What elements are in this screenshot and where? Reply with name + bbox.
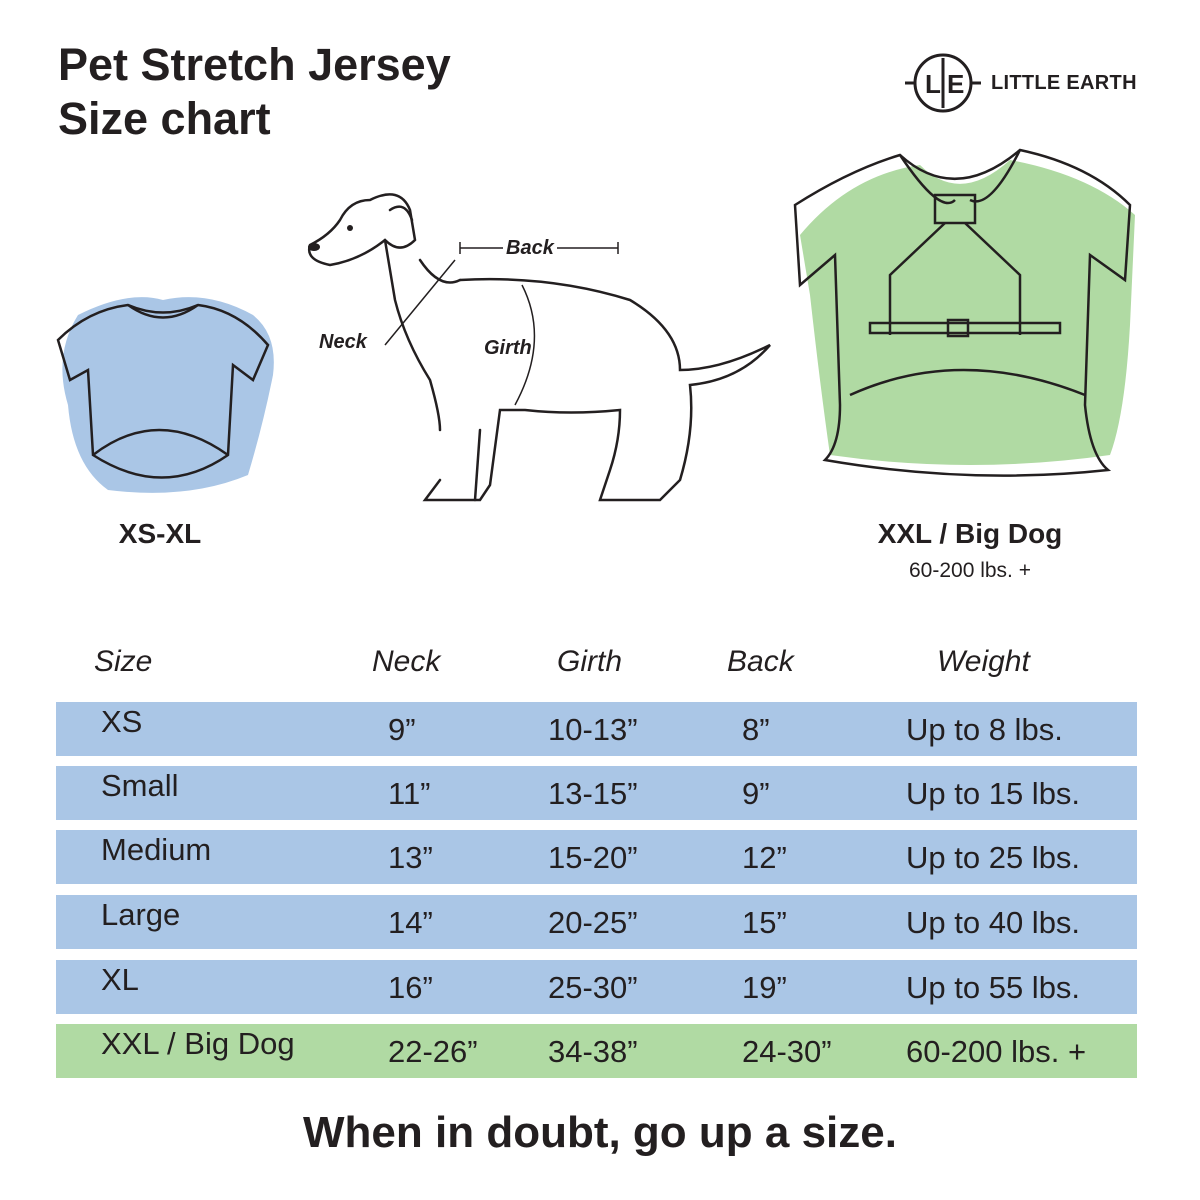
table-row: Large 14” 20-25” 15” Up to 40 lbs. [56, 895, 1137, 949]
cell-girth: 13-15” [548, 776, 638, 811]
brand-monogram-icon: L E [905, 53, 981, 113]
cell-weight: 60-200 lbs. + [906, 1034, 1087, 1069]
cell-size: XS [101, 704, 143, 739]
cell-back: 12” [742, 840, 787, 875]
cell-size: Small [101, 768, 179, 803]
brand-name: LITTLE EARTH [991, 72, 1137, 94]
header-size: Size [94, 645, 153, 678]
sizing-tip: When in doubt, go up a size. [303, 1108, 897, 1157]
cell-weight: Up to 8 lbs. [906, 712, 1063, 747]
cell-back: 8” [742, 712, 770, 747]
cell-size: XL [101, 962, 139, 997]
cell-weight: Up to 55 lbs. [906, 970, 1081, 1005]
harness-shirt-icon [793, 148, 1135, 477]
cell-weight: Up to 15 lbs. [906, 776, 1081, 811]
cell-girth: 34-38” [548, 1034, 638, 1069]
title-line-1: Pet Stretch Jersey [58, 39, 451, 90]
table-row: Medium 13” 15-20” 12” Up to 25 lbs. [56, 830, 1137, 884]
cell-weight: Up to 25 lbs. [906, 840, 1081, 875]
girth-measure-label: Girth [484, 337, 532, 359]
cell-neck: 11” [388, 776, 431, 811]
header-back: Back [727, 645, 794, 678]
table-row: XL 16” 25-30” 19” Up to 55 lbs. [56, 960, 1137, 1014]
cell-neck: 14” [388, 905, 433, 940]
cell-neck: 22-26” [388, 1034, 478, 1069]
cell-back: 15” [742, 905, 787, 940]
cell-neck: 16” [388, 970, 433, 1005]
cell-size: Medium [101, 832, 212, 867]
cell-neck: 9” [388, 712, 416, 747]
back-measure-label: Back [503, 237, 557, 260]
cell-neck: 13” [388, 840, 433, 875]
big-shirt-label: XXL / Big Dog [877, 518, 1063, 549]
cell-size: XXL / Big Dog [101, 1026, 295, 1061]
small-shirt-icon [56, 297, 274, 493]
dog-measurement-icon [307, 193, 771, 502]
cell-back: 9” [742, 776, 770, 811]
cell-girth: 20-25” [548, 905, 638, 940]
header-neck: Neck [372, 645, 441, 678]
header-girth: Girth [557, 645, 623, 678]
page-title: Pet Stretch Jersey Size chart [58, 38, 451, 146]
brand-logo: L E LITTLE EARTH [905, 52, 1145, 114]
neck-measure-label: Neck [319, 331, 367, 353]
cell-back: 24-30” [742, 1034, 832, 1069]
cell-girth: 25-30” [548, 970, 638, 1005]
cell-girth: 10-13” [548, 712, 638, 747]
cell-back: 19” [742, 970, 787, 1005]
table-row: Small 11” 13-15” 9” Up to 15 lbs. [56, 766, 1137, 820]
header-weight: Weight [937, 645, 1030, 678]
cell-size: Large [101, 897, 181, 932]
title-line-2: Size chart [58, 93, 271, 144]
svg-text:L: L [925, 69, 941, 99]
big-shirt-weight: 60-200 lbs. + [908, 559, 1031, 582]
cell-girth: 15-20” [548, 840, 638, 875]
table-row: XXL / Big Dog 22-26” 34-38” 24-30” 60-20… [56, 1024, 1137, 1078]
svg-text:E: E [947, 69, 964, 99]
table-row: XS 9” 10-13” 8” Up to 8 lbs. [56, 702, 1137, 756]
cell-weight: Up to 40 lbs. [906, 905, 1081, 940]
small-shirt-label: XS-XL [118, 518, 202, 549]
